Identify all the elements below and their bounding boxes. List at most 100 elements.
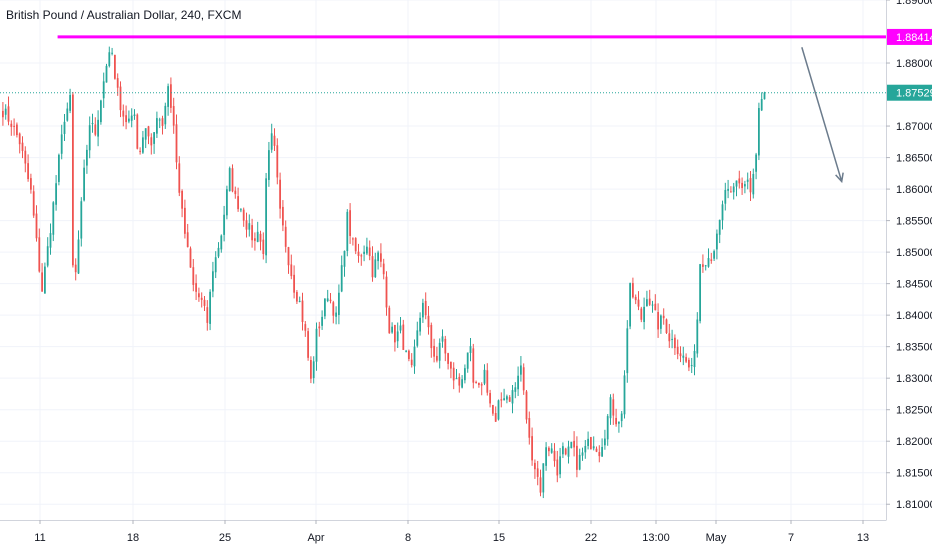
candle-body	[550, 448, 553, 453]
candle-body	[735, 180, 738, 187]
candle	[402, 319, 405, 350]
candle	[119, 81, 122, 118]
candle-body	[321, 316, 323, 326]
candle	[259, 230, 262, 251]
candle	[7, 96, 10, 126]
candle	[511, 384, 514, 414]
candle-body	[391, 326, 393, 333]
candle-body	[464, 368, 466, 381]
candle-body	[536, 468, 539, 477]
candle	[763, 91, 766, 100]
candle-body	[340, 265, 343, 292]
candle	[234, 186, 237, 199]
candle	[144, 128, 147, 149]
candle-body	[86, 149, 88, 166]
candle-body	[410, 359, 413, 366]
arrow-drawing[interactable]	[801, 47, 844, 184]
price-axis[interactable]: 1.89000 1.88000 1.87000 1.86500 1.86000 1.855…	[886, 0, 932, 550]
candle	[49, 223, 52, 255]
candle	[175, 114, 178, 170]
candle-body	[685, 357, 687, 362]
candle-body	[592, 446, 595, 449]
candle-body	[195, 283, 197, 292]
candle	[198, 287, 200, 302]
candle-body	[374, 259, 377, 277]
candle-body	[746, 179, 749, 182]
candle-body	[214, 257, 217, 273]
candle-body	[357, 251, 360, 256]
candle	[16, 122, 18, 138]
candle	[55, 175, 57, 211]
candle	[374, 252, 377, 279]
time-tick-label: 13:00	[642, 532, 670, 544]
price-tick-label: 1.84500	[896, 279, 932, 291]
candle-body	[209, 291, 211, 324]
candle	[97, 110, 99, 147]
candle	[21, 136, 24, 159]
price-tick-label: 1.89000	[896, 0, 932, 7]
candle	[10, 120, 13, 136]
candle	[702, 254, 704, 273]
candle-body	[318, 326, 321, 329]
candle	[212, 261, 214, 298]
candle	[80, 197, 83, 247]
time-tick-label: Apr	[307, 532, 324, 544]
candle	[52, 201, 55, 242]
candle-body	[382, 263, 385, 275]
candle-body	[542, 463, 545, 493]
candle	[88, 116, 91, 159]
candle-body	[46, 246, 49, 266]
candle	[475, 380, 477, 384]
candle-body	[231, 168, 234, 192]
candle	[536, 460, 539, 486]
candle-body	[32, 191, 35, 216]
candle	[693, 344, 696, 376]
candle	[399, 316, 402, 334]
candle	[100, 99, 102, 125]
candle	[534, 459, 536, 479]
candle-body	[497, 400, 500, 420]
candle-body	[584, 445, 587, 453]
candle-body	[749, 178, 752, 193]
candle-body	[576, 445, 578, 470]
candle	[276, 138, 279, 185]
candle-body	[354, 238, 357, 252]
candle-body	[181, 190, 183, 209]
candle	[668, 323, 671, 348]
candle	[170, 77, 172, 113]
candle	[690, 357, 693, 374]
candle	[472, 343, 475, 389]
candle	[458, 373, 461, 393]
candle	[228, 166, 231, 192]
candle	[147, 125, 150, 145]
candle-body	[618, 421, 620, 424]
candle	[578, 448, 581, 471]
price-tick-label: 1.86000	[896, 184, 932, 196]
price-tick-label: 1.86500	[896, 153, 932, 165]
candle-body	[657, 311, 659, 330]
candle	[718, 219, 721, 244]
candle	[382, 258, 385, 280]
candle-body	[405, 350, 407, 352]
candle-body	[91, 122, 94, 125]
candle	[646, 290, 648, 307]
candle	[324, 298, 326, 320]
candle	[394, 324, 396, 352]
candle	[682, 346, 685, 366]
candle-body	[158, 119, 161, 121]
time-axis[interactable]: 11 18 25 Apr 8 15 22 13:00 May 7 13	[0, 520, 887, 544]
candle-body	[276, 145, 279, 178]
candle	[282, 200, 284, 232]
candle-body	[293, 274, 295, 293]
candle	[231, 164, 234, 193]
candle-body	[646, 299, 648, 307]
candle	[200, 292, 203, 308]
candle-body	[469, 346, 472, 353]
candle-body	[203, 299, 206, 306]
candle	[136, 113, 139, 150]
candle	[590, 436, 592, 450]
candle-body	[315, 328, 318, 362]
candle	[587, 431, 589, 450]
candle-body	[763, 92, 766, 100]
candle-body	[259, 233, 262, 242]
